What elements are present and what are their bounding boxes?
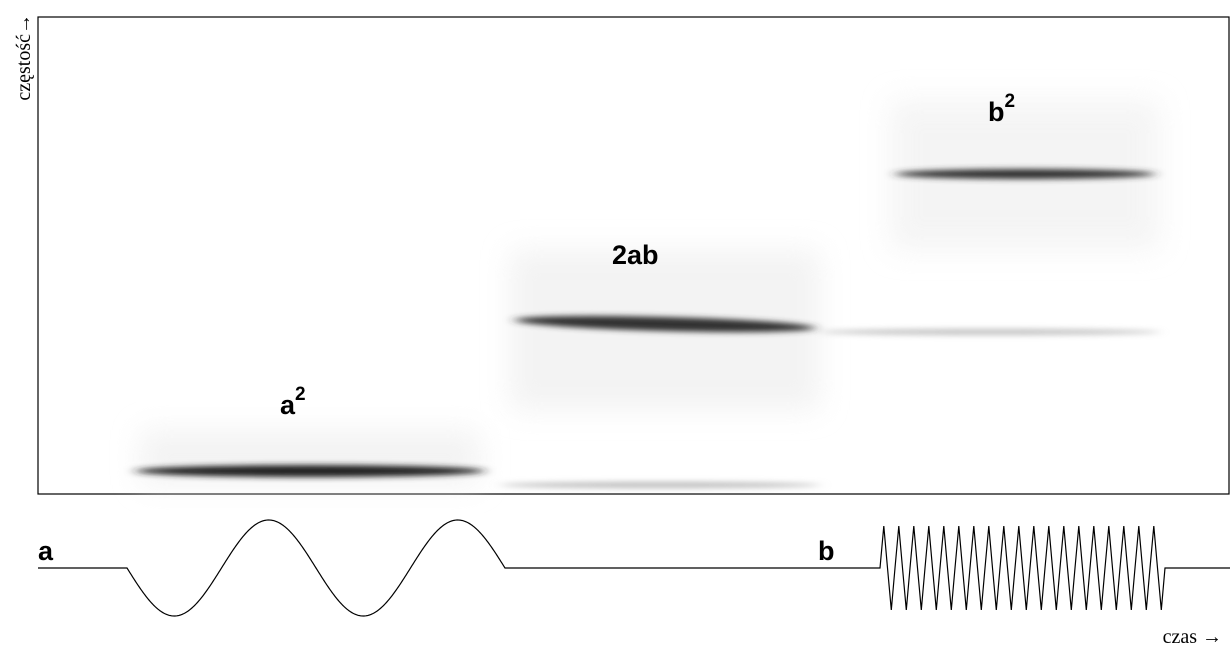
- diagram: a2 2ab b2 częstość→ czas → a b: [0, 0, 1230, 648]
- y-axis-label: częstość→: [13, 14, 35, 101]
- x-axis-label: czas →: [1163, 626, 1222, 648]
- b2-band: [895, 169, 1155, 179]
- signal-waveform: [38, 520, 1230, 616]
- term-label: 2ab: [612, 240, 659, 270]
- signal-label: a: [38, 536, 54, 566]
- 2ab-tail: [820, 329, 1160, 335]
- 2ab-low-band: [500, 482, 820, 488]
- a2-band: [135, 465, 485, 477]
- signal-label: b: [818, 536, 835, 566]
